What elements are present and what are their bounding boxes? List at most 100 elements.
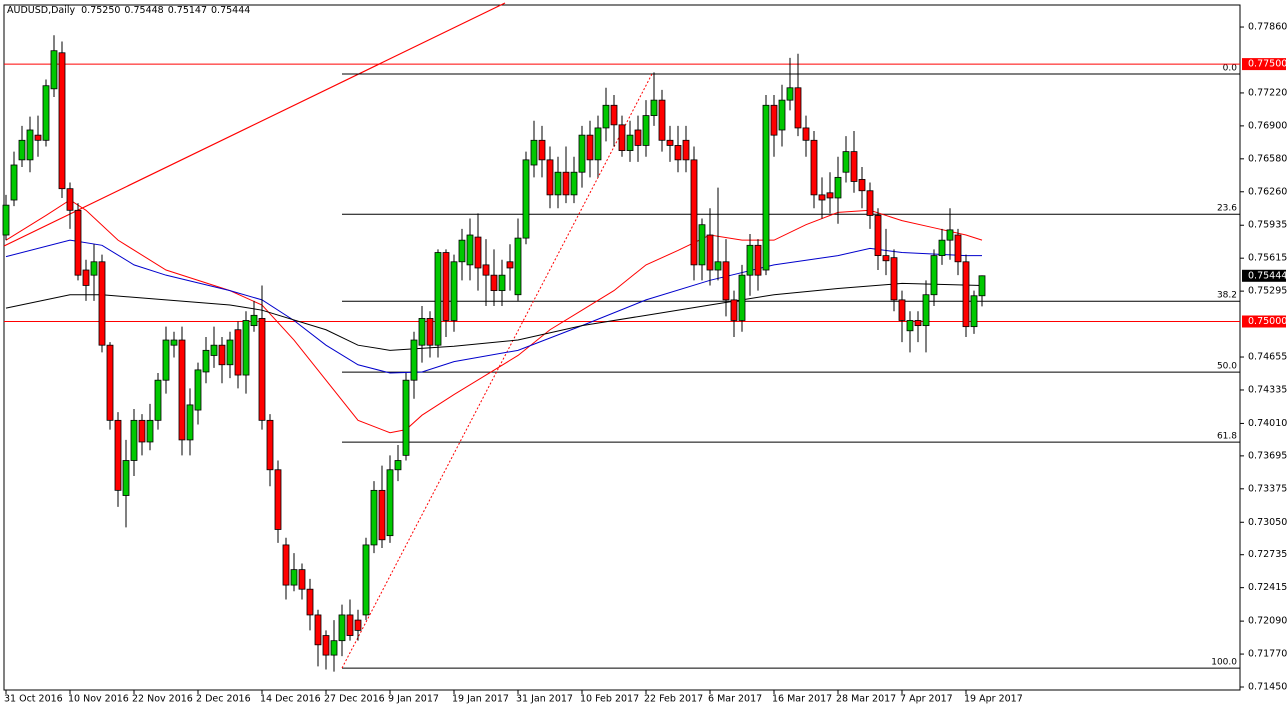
x-tick-label: 9 Jan 2017 [388, 694, 439, 705]
candle-body [138, 419, 146, 443]
candle-body [786, 87, 794, 101]
candle-body [794, 87, 802, 129]
candle-body [890, 257, 898, 301]
candle-body [122, 460, 130, 496]
candle-body [618, 124, 626, 151]
candle-body [682, 139, 690, 161]
candle-body [538, 139, 546, 161]
candle-body [922, 294, 930, 327]
candle-body [650, 99, 658, 116]
candle-body [762, 104, 770, 271]
candle-body [610, 104, 618, 126]
candle-body [546, 159, 554, 196]
x-tick-label: 2 Dec 2016 [196, 694, 251, 705]
candle-body [338, 614, 346, 642]
candle-body [162, 339, 170, 381]
y-tick-label: 0.75935 [1248, 220, 1287, 231]
candle-body [586, 134, 594, 161]
candle-body [514, 237, 522, 296]
candle-body [730, 299, 738, 321]
y-tick-label: 0.75295 [1248, 286, 1287, 297]
x-tick-label: 16 Mar 2017 [772, 694, 832, 705]
last-price-box [1242, 269, 1286, 282]
candle-body [850, 151, 858, 182]
candle-body [98, 261, 106, 346]
y-tick-label: 0.74335 [1248, 384, 1287, 395]
candle-body [450, 261, 458, 321]
candle-body [626, 134, 634, 151]
candle-body [938, 239, 946, 257]
candle-body [250, 314, 258, 327]
candle-body [26, 129, 34, 161]
fib-label: 61.8 [1217, 432, 1237, 442]
candle-body [210, 344, 218, 356]
candle-body [842, 151, 850, 173]
candle-body [498, 274, 506, 292]
candle-body [562, 171, 570, 196]
candle-body [370, 489, 378, 546]
ohlc-label: 0.75444 [211, 5, 250, 16]
plot-frame [3, 4, 1241, 691]
x-tick-label: 31 Oct 2016 [4, 694, 63, 705]
y-tick-label: 0.75615 [1248, 253, 1287, 264]
candle-body [522, 159, 530, 239]
candle-body [178, 339, 186, 441]
candle-body [234, 329, 242, 376]
candle-body [474, 236, 482, 269]
candle-body [290, 569, 298, 586]
moving-average [5, 199, 983, 434]
candle-body [322, 635, 330, 656]
candle-body [426, 318, 434, 346]
candle-body [602, 104, 610, 129]
candle-body [858, 179, 866, 192]
ohlc-label: 0.75250 [81, 5, 120, 16]
x-tick-label: 7 Apr 2017 [900, 694, 953, 705]
candle-body [490, 274, 498, 292]
candle-body [634, 129, 642, 146]
candle-body [506, 261, 514, 269]
candle-body [722, 261, 730, 301]
candle-body [818, 194, 826, 201]
candle-body [746, 244, 754, 276]
candle-body [898, 299, 906, 321]
candle-body [106, 344, 114, 421]
y-tick-label: 0.77860 [1248, 22, 1287, 33]
candle-body [130, 419, 138, 461]
candle-body [754, 244, 762, 276]
candle-body [690, 159, 698, 266]
candle-body [146, 419, 154, 443]
level-label-box [1242, 58, 1286, 71]
candle-body [738, 274, 746, 321]
candle-body [978, 275, 986, 297]
x-tick-label: 14 Dec 2016 [260, 694, 321, 705]
candle-body [930, 255, 938, 296]
candle-body [90, 261, 98, 276]
fib-label: 50.0 [1217, 362, 1237, 372]
candle-body [410, 339, 418, 381]
candle-body [186, 404, 194, 441]
candle-body [2, 204, 10, 236]
y-tick-label: 0.76900 [1248, 120, 1287, 131]
candle-body [666, 139, 674, 146]
candle-body [658, 99, 666, 141]
candle-body [114, 419, 122, 491]
candle-body [298, 569, 306, 590]
candle-body [274, 469, 282, 530]
candle-body [482, 264, 490, 276]
chart-header: AUDUSD,Daily 0.75250 0.75448 0.75147 0.75444 [7, 5, 250, 16]
candle-body [866, 190, 874, 216]
level-label: 0.75000 [1248, 316, 1287, 327]
candle-body [386, 469, 394, 537]
x-tick-label: 6 Mar 2017 [708, 694, 762, 705]
candle-body [970, 295, 978, 328]
candle-body [282, 544, 290, 586]
chart-title: AUDUSD,Daily [7, 5, 76, 16]
candle-body [226, 339, 234, 366]
y-tick-label: 0.72735 [1248, 549, 1287, 560]
candle-body [698, 224, 706, 266]
candle-body [802, 127, 810, 141]
candle-body [194, 369, 202, 411]
candle-body [906, 320, 914, 332]
candle-body [170, 339, 178, 346]
